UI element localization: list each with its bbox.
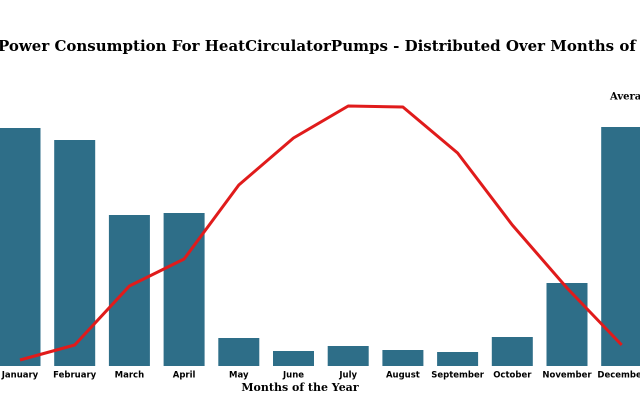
bar [163, 213, 205, 366]
x-tick-label: July [338, 371, 357, 381]
x-tick-label: March [115, 371, 144, 381]
bar [601, 127, 640, 366]
line [19, 104, 623, 362]
x-axis-label: Months of the Year [241, 381, 358, 394]
x-tick-label: August [386, 371, 420, 381]
bar [273, 351, 314, 366]
x-tick-label: September [431, 371, 485, 381]
bar [54, 140, 96, 366]
bar [218, 338, 260, 366]
x-tick-label: November [542, 371, 592, 381]
bar [491, 337, 533, 366]
x-tick-label: December [597, 371, 640, 381]
chart-title: Average Power Consumption For HeatCircul… [0, 37, 640, 55]
x-tick-label: January [1, 371, 39, 381]
legend-label: Average [609, 92, 640, 103]
x-tick-label: February [53, 371, 96, 381]
bar [382, 350, 424, 366]
bar [546, 283, 588, 366]
bar [437, 352, 479, 366]
x-tick-label: June [282, 371, 304, 381]
x-tick-label: October [493, 371, 532, 381]
bar [0, 128, 41, 366]
x-tick-label: May [229, 371, 249, 381]
bar [108, 215, 150, 366]
bar [327, 346, 369, 366]
x-tick-label: April [173, 371, 196, 381]
